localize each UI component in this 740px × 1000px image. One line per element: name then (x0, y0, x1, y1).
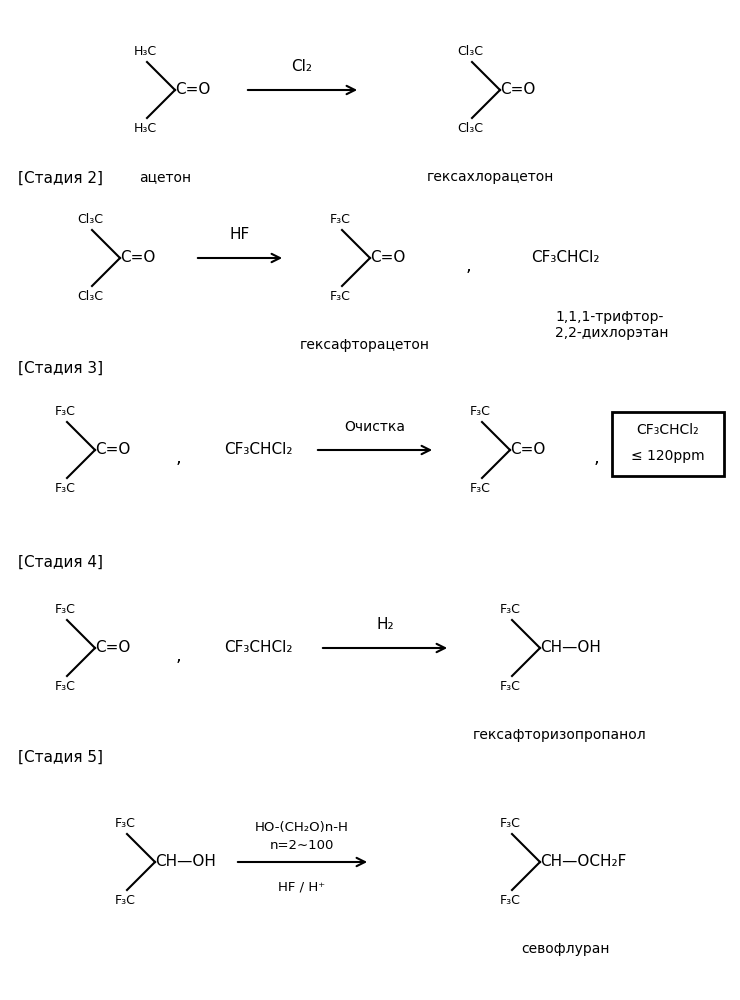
Text: [Стадия 3]: [Стадия 3] (18, 360, 103, 375)
Text: C=O: C=O (500, 83, 535, 98)
Text: ацетон: ацетон (139, 170, 191, 184)
Text: F₃C: F₃C (55, 680, 75, 693)
Text: ≤ 120ppm: ≤ 120ppm (631, 449, 704, 463)
Text: F₃C: F₃C (500, 817, 520, 830)
Bar (612, 412, 724, 476)
Text: F₃C: F₃C (470, 405, 491, 418)
Text: F₃C: F₃C (329, 290, 351, 303)
Text: C=O: C=O (510, 442, 545, 458)
Text: 2,2-дихлорэтан: 2,2-дихлорэтан (555, 326, 668, 340)
Text: F₃C: F₃C (55, 603, 75, 616)
Text: [Стадия 4]: [Стадия 4] (18, 554, 103, 570)
Text: HO-(CH₂O)n-H: HO-(CH₂O)n-H (255, 821, 349, 834)
Text: F₃C: F₃C (500, 894, 520, 907)
Text: F₃C: F₃C (55, 482, 75, 495)
Text: CF₃CHCl₂: CF₃CHCl₂ (636, 423, 699, 437)
Text: CF₃CHCl₂: CF₃CHCl₂ (223, 641, 292, 656)
Text: HF: HF (230, 227, 250, 242)
Text: Cl₂: Cl₂ (292, 59, 312, 74)
Text: Cl₃C: Cl₃C (77, 213, 103, 226)
Text: F₃C: F₃C (115, 894, 135, 907)
Text: C=O: C=O (370, 250, 406, 265)
Text: CF₃CHCl₂: CF₃CHCl₂ (531, 250, 599, 265)
Text: C=O: C=O (95, 442, 130, 458)
Text: ,: , (175, 647, 181, 665)
Text: F₃C: F₃C (500, 680, 520, 693)
Text: [Стадия 2]: [Стадия 2] (18, 170, 103, 186)
Text: C=O: C=O (175, 83, 210, 98)
Text: севофлуран: севофлуран (521, 942, 609, 956)
Text: F₃C: F₃C (55, 405, 75, 418)
Text: CF₃CHCl₂: CF₃CHCl₂ (223, 442, 292, 458)
Text: ,: , (465, 257, 471, 275)
Text: ,: , (175, 449, 181, 467)
Text: гексафторацетон: гексафторацетон (300, 338, 430, 352)
Text: F₃C: F₃C (470, 482, 491, 495)
Text: H₃C: H₃C (133, 45, 157, 58)
Text: ,: , (593, 449, 599, 467)
Text: F₃C: F₃C (500, 603, 520, 616)
Text: F₃C: F₃C (115, 817, 135, 830)
Text: C=O: C=O (120, 250, 155, 265)
Text: H₃C: H₃C (133, 122, 157, 135)
Text: гексахлорацетон: гексахлорацетон (426, 170, 554, 184)
Text: Cl₃C: Cl₃C (457, 45, 483, 58)
Text: HF / H⁺: HF / H⁺ (278, 880, 326, 893)
Text: C=O: C=O (95, 641, 130, 656)
Text: n=2∼100: n=2∼100 (270, 839, 334, 852)
Text: Cl₃C: Cl₃C (77, 290, 103, 303)
Text: гексафторизопропанол: гексафторизопропанол (473, 728, 647, 742)
Text: Cl₃C: Cl₃C (457, 122, 483, 135)
Text: Очистка: Очистка (345, 420, 406, 434)
Text: 1,1,1-трифтор-: 1,1,1-трифтор- (555, 310, 663, 324)
Text: [Стадия 5]: [Стадия 5] (18, 750, 103, 764)
Text: CH—OH: CH—OH (540, 641, 601, 656)
Text: H₂: H₂ (376, 617, 394, 632)
Text: CH—OH: CH—OH (155, 854, 216, 869)
Text: F₃C: F₃C (329, 213, 351, 226)
Text: CH—OCH₂F: CH—OCH₂F (540, 854, 626, 869)
